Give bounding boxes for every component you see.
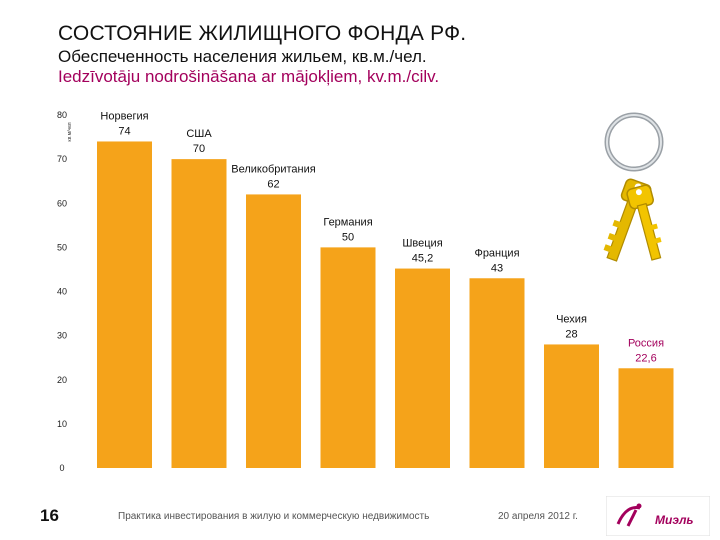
value-label: 74	[118, 125, 130, 137]
category-label: США	[186, 128, 212, 140]
page-number: 16	[40, 506, 59, 525]
bar	[320, 247, 376, 468]
footer-date: 20 апреля 2012 г.	[498, 511, 578, 522]
category-label: Франция	[474, 247, 519, 259]
footer-text: Практика инвестирования в жилую и коммер…	[118, 511, 430, 522]
category-label: Чехия	[556, 313, 587, 325]
y-tick-label: 60	[57, 198, 67, 208]
category-label: Германия	[323, 216, 372, 228]
y-tick-label: 80	[57, 110, 67, 120]
y-tick-label: 70	[57, 154, 67, 164]
value-label: 70	[193, 143, 205, 155]
y-tick-label: 0	[59, 463, 64, 473]
bar	[544, 344, 599, 468]
y-tick-label: 10	[57, 419, 67, 429]
value-label: 43	[491, 262, 503, 274]
category-label: Россия	[628, 337, 664, 349]
subtitle-latvian: Iedzīvotāju nodrošināšana ar mājokļiem, …	[58, 67, 440, 86]
y-axis-label: кв.м/чел	[67, 122, 73, 141]
category-label: Швеция	[402, 238, 442, 250]
y-tick-label: 20	[57, 375, 67, 385]
bar	[246, 194, 301, 469]
category-label: Норвегия	[100, 110, 148, 122]
bar	[469, 278, 525, 468]
value-label: 45,2	[412, 253, 433, 265]
logo-icon	[606, 496, 710, 536]
bar	[171, 159, 227, 468]
value-label: 28	[565, 328, 577, 340]
category-label: Великобритания	[231, 163, 316, 175]
y-tick-label: 40	[57, 287, 67, 297]
value-label: 50	[342, 231, 354, 243]
value-label: 22,6	[635, 352, 656, 364]
y-tick-label: 30	[57, 331, 67, 341]
subtitle-russian: Обеспеченность населения жильем, кв.м./ч…	[58, 47, 427, 66]
bar	[395, 268, 450, 468]
y-tick-label: 50	[57, 242, 67, 252]
page-title: СОСТОЯНИЕ ЖИЛИЩНОГО ФОНДА РФ.	[58, 22, 467, 45]
bar	[97, 141, 152, 468]
bar	[618, 368, 674, 468]
value-label: 62	[267, 178, 279, 190]
keys-icon	[603, 112, 664, 262]
logo-text: Миэль	[655, 513, 694, 527]
